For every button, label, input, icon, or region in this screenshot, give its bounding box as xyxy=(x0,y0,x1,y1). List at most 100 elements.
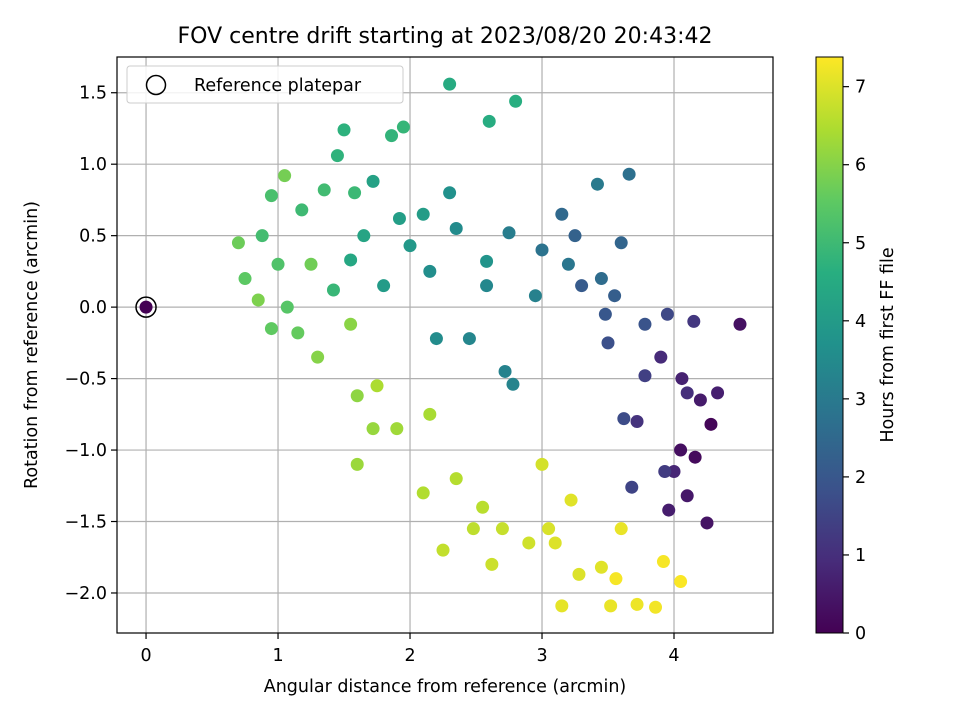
colorbar-tick-label: 0 xyxy=(855,624,866,644)
colorbar-gradient xyxy=(815,56,844,634)
data-point xyxy=(317,183,331,197)
data-point xyxy=(594,272,608,286)
data-point xyxy=(385,129,399,143)
data-point xyxy=(598,307,612,321)
data-point xyxy=(304,257,318,271)
data-point xyxy=(630,414,644,428)
reference-ring xyxy=(135,296,157,318)
data-point xyxy=(608,289,622,303)
data-point xyxy=(396,120,410,134)
legend: Reference platepar xyxy=(126,65,404,104)
data-point xyxy=(535,243,549,257)
y-tick-label: 1.0 xyxy=(79,155,107,175)
data-point xyxy=(528,289,542,303)
legend-marker-circle-icon xyxy=(145,74,167,96)
data-point xyxy=(674,575,688,589)
colorbar-tick-label: 2 xyxy=(855,468,866,488)
data-point xyxy=(535,457,549,471)
data-point xyxy=(693,393,707,407)
data-point xyxy=(295,203,309,217)
colorbar-label: Hours from first FF file xyxy=(878,247,898,442)
data-point xyxy=(344,317,358,331)
data-point xyxy=(555,207,569,221)
data-point xyxy=(443,77,457,91)
data-point xyxy=(264,189,278,203)
grid-lines xyxy=(117,57,773,633)
data-point xyxy=(733,317,747,331)
y-tick-label: −1.5 xyxy=(65,513,108,533)
data-point xyxy=(423,264,437,278)
legend-box xyxy=(126,65,404,104)
data-point xyxy=(675,372,689,386)
data-point xyxy=(255,229,269,243)
data-point xyxy=(350,457,364,471)
data-point xyxy=(251,293,265,307)
y-tick-label: 0.5 xyxy=(79,227,107,247)
data-point xyxy=(344,253,358,267)
data-point xyxy=(667,464,681,478)
data-point xyxy=(614,236,628,250)
data-point xyxy=(423,407,437,421)
x-tick-label: 4 xyxy=(668,646,679,666)
data-point xyxy=(462,332,476,346)
data-point xyxy=(370,379,384,393)
data-point xyxy=(658,464,672,478)
data-point xyxy=(564,493,578,507)
data-point xyxy=(654,350,668,364)
data-point xyxy=(231,236,245,250)
data-point xyxy=(390,422,404,436)
colorbar-tick-label: 7 xyxy=(855,78,866,98)
data-point xyxy=(480,254,494,268)
data-point xyxy=(542,522,556,536)
data-point xyxy=(687,314,701,328)
colorbar: 0 1 2 3 4 5 6 7 Hours from first FF file xyxy=(815,56,898,644)
data-point xyxy=(601,336,615,350)
colorbar-tick-label: 3 xyxy=(855,390,866,410)
data-point xyxy=(280,300,294,314)
data-point xyxy=(311,350,325,364)
data-point xyxy=(575,279,589,293)
colorbar-tick-label: 5 xyxy=(855,234,866,254)
data-point xyxy=(502,226,516,240)
data-point xyxy=(476,500,490,514)
plot-frame xyxy=(116,56,774,634)
data-point xyxy=(291,326,305,340)
data-point xyxy=(509,94,523,108)
data-point xyxy=(594,560,608,574)
data-point xyxy=(688,450,702,464)
data-point xyxy=(522,536,536,550)
data-point xyxy=(366,422,380,436)
data-point xyxy=(482,114,496,128)
y-tick-label: −0.5 xyxy=(65,370,108,390)
data-point xyxy=(416,486,430,500)
data-point xyxy=(278,169,292,183)
data-point xyxy=(377,279,391,293)
x-tick-label: 3 xyxy=(536,646,547,666)
data-point xyxy=(495,522,509,536)
data-point xyxy=(561,257,575,271)
data-point xyxy=(680,489,694,503)
x-axis-label: Angular distance from reference (arcmin) xyxy=(264,677,627,697)
y-tick-label: −1.0 xyxy=(65,441,108,461)
data-point xyxy=(674,443,688,457)
data-points xyxy=(231,77,747,614)
data-point xyxy=(622,167,636,181)
data-point xyxy=(264,322,278,336)
colorbar-tick-label: 4 xyxy=(855,312,866,332)
data-point xyxy=(700,516,714,530)
data-point xyxy=(436,543,450,557)
colorbar-ticks: 0 1 2 3 4 5 6 7 xyxy=(843,78,866,644)
data-point xyxy=(348,186,362,200)
chart-title: FOV centre drift starting at 2023/08/20 … xyxy=(178,24,713,49)
data-point xyxy=(704,417,718,431)
legend-entry-reference-platepar: Reference platepar xyxy=(194,76,362,96)
data-point xyxy=(590,177,604,191)
x-tick-label: 2 xyxy=(404,646,415,666)
y-tick-label: 0.0 xyxy=(79,298,107,318)
y-tick-label: −2.0 xyxy=(65,584,108,604)
x-axis-ticks: 0 1 2 3 4 xyxy=(140,633,680,666)
data-point xyxy=(656,555,670,569)
y-axis-label: Rotation from reference (arcmin) xyxy=(22,201,42,489)
data-point xyxy=(449,222,463,236)
